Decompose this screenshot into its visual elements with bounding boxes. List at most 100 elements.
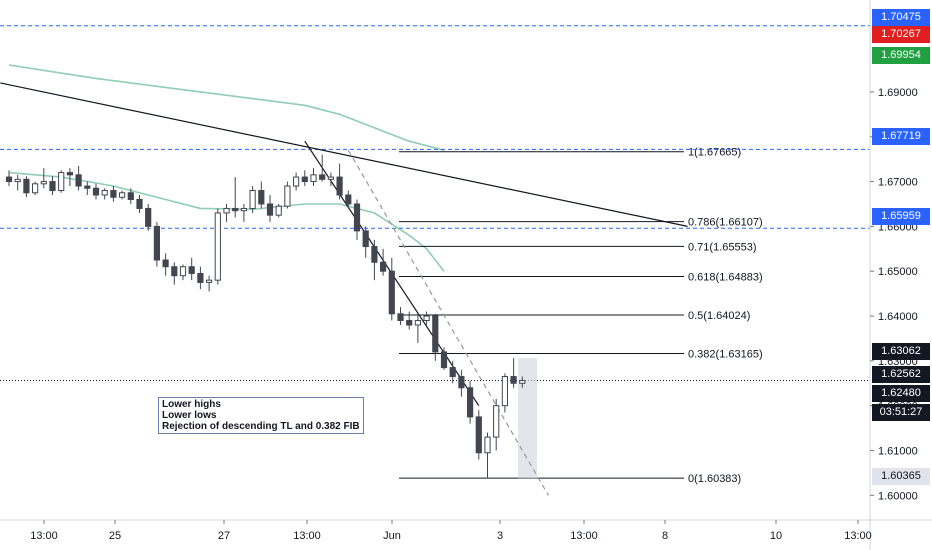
candle-body [127, 192, 134, 200]
price-tick-label: 1.65000 [878, 266, 918, 278]
candle-body [75, 174, 82, 187]
candle-body [301, 176, 308, 183]
candle-body [66, 172, 74, 176]
time-tick-label: 13:00 [293, 530, 321, 542]
price-tag: 1.65959 [872, 208, 930, 225]
candle-body [197, 272, 204, 283]
price-tag: 1.62562 [872, 366, 930, 383]
candle-body [327, 176, 334, 180]
candle-body [493, 405, 500, 438]
candle-body [371, 246, 378, 263]
annotation-line-1: Lower highs [162, 399, 221, 410]
target-box [518, 358, 537, 479]
candle-body [440, 351, 448, 369]
candle-body [249, 190, 256, 209]
annotation-line-2: Lower lows [162, 410, 217, 421]
candle-body [388, 270, 395, 315]
price-tick-label: 1.64000 [878, 311, 918, 323]
candle-body [206, 279, 213, 283]
candle-body [266, 203, 274, 216]
candle-body [319, 174, 326, 180]
target-box-rect [518, 358, 537, 479]
fib-level-label: 0.618(1.64883) [688, 271, 763, 283]
candle-body [432, 315, 439, 353]
moving-average-line [8, 64, 445, 151]
candle-body [171, 266, 178, 277]
fib-level-label: 0.5(1.64024) [688, 310, 750, 322]
candle-body [475, 416, 482, 454]
time-tick-label: 3 [497, 530, 503, 542]
candle-body [110, 190, 117, 198]
moving-average-line [8, 171, 445, 272]
candle-body [336, 176, 343, 196]
candle-body [92, 187, 100, 196]
price-tag: 1.69954 [872, 47, 930, 64]
price-tag: 03:51:27 [872, 404, 930, 421]
candle-body [58, 172, 65, 192]
candles [5, 154, 526, 479]
candle-body [214, 212, 221, 281]
candle-body [23, 178, 30, 194]
price-tag: 1.70475 [872, 9, 930, 26]
candle-body [40, 181, 47, 185]
annotation-box[interactable]: Lower highs Lower lows Rejection of desc… [158, 397, 364, 434]
candle-body [32, 183, 39, 194]
candle-body [119, 192, 126, 198]
candle-body [232, 207, 239, 212]
price-tag: 1.67719 [872, 128, 930, 145]
candle-body [14, 178, 21, 183]
price-tick-label: 1.60000 [878, 490, 918, 502]
fib-level-label: 0.786(1.66107) [688, 217, 763, 229]
horizontal-levels [0, 25, 870, 381]
fib-level-label: 0.71(1.65553) [688, 241, 757, 253]
candle-body [101, 190, 108, 196]
candle-body [519, 380, 526, 384]
candle-body [414, 320, 421, 326]
moving-averages [8, 64, 445, 272]
fibonacci-retracement: 1(1.67665) 0.786(1.66107) 0.71(1.65553) 0.6… [399, 147, 763, 485]
price-tick-label: 1.67000 [878, 177, 918, 189]
annotation-line-3: Rejection of descending TL and 0.382 FIB [162, 421, 360, 432]
candle-body [240, 207, 248, 212]
fib-level-label: 0(1.60383) [688, 473, 741, 485]
price-tick-label: 1.69000 [878, 87, 918, 99]
time-tick-label: 13:00 [30, 530, 58, 542]
candle-body [145, 207, 152, 227]
time-tick-label: 13:00 [844, 530, 872, 542]
candle-body [406, 320, 413, 326]
candle-body [310, 174, 317, 183]
candle-body [49, 181, 56, 192]
price-tag: 1.62480 [872, 385, 930, 402]
price-tag: 1.70267 [872, 26, 930, 43]
trendline [0, 82, 688, 227]
candle-body [258, 190, 265, 205]
time-tick-label: 10 [770, 530, 782, 542]
candle-body [362, 230, 369, 248]
candle-body [458, 376, 465, 389]
candle-body [153, 225, 161, 261]
candle-body [501, 376, 508, 407]
time-tick-label: 13:00 [570, 530, 598, 542]
time-tick-label: 25 [109, 530, 121, 542]
price-tag: 1.60365 [872, 468, 930, 485]
candle-body [284, 185, 291, 207]
candle-body [353, 203, 361, 232]
candle-body [484, 436, 491, 454]
candle-body [397, 313, 404, 322]
price-tag: 1.63062 [872, 343, 930, 360]
candle-body [188, 266, 195, 274]
candle-body [380, 261, 387, 272]
candle-body [275, 205, 282, 216]
candle-body [449, 367, 456, 378]
candle-body [510, 376, 517, 384]
fib-level-label: 1(1.67665) [688, 147, 741, 159]
dashed-trendline [347, 149, 549, 496]
candle-body [423, 315, 430, 322]
candle-body [136, 198, 143, 209]
candle-body [84, 185, 91, 189]
candle-body [293, 176, 300, 187]
time-axis[interactable]: 13:00 25 27 13:00 Jun 3 13:00 8 10 13:00 [0, 519, 932, 542]
fib-level-label: 0.382(1.63165) [688, 348, 763, 360]
candle-body [179, 266, 187, 277]
